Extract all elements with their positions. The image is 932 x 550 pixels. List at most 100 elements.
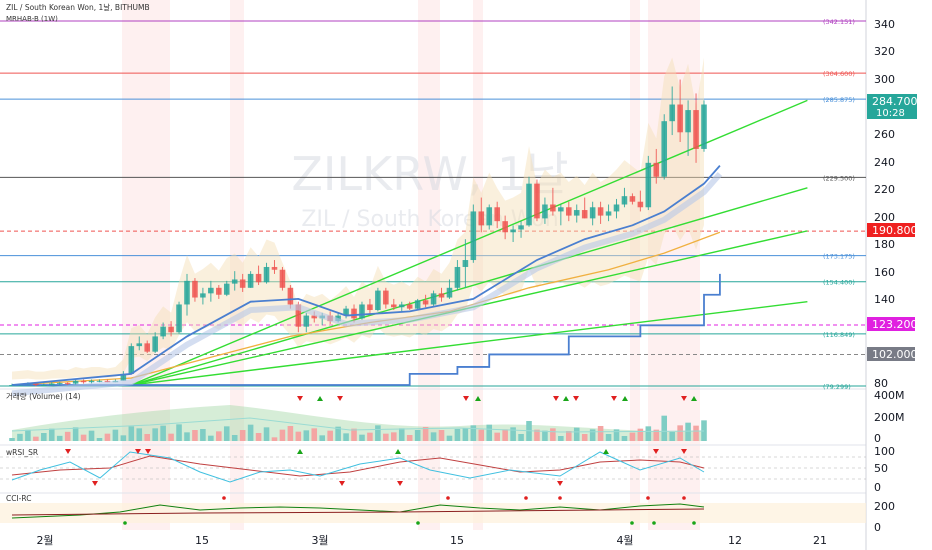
y-tick-label: 140: [874, 293, 895, 306]
x-tick-label: 2월: [36, 534, 53, 547]
candle-body: [311, 315, 318, 319]
candle-body: [136, 343, 143, 347]
candle-body: [558, 207, 564, 212]
volume-bar: [200, 429, 206, 441]
indicator-title: MRHAB-B (1W): [6, 15, 58, 23]
volume-bar: [208, 435, 214, 441]
candle-body: [192, 280, 198, 298]
candle-body: [367, 304, 373, 311]
candle-body: [550, 204, 556, 212]
volume-bar: [550, 428, 556, 441]
wrsi-signal-marker: [135, 449, 141, 454]
cci-signal-dot: [652, 521, 656, 525]
symbol-title: ZIL / South Korean Won, 1날, BITHUMB: [6, 2, 150, 12]
candle-body: [9, 385, 15, 386]
candle-body: [223, 283, 230, 295]
wrsi-tick-label: 100: [874, 445, 895, 458]
candle-body: [581, 210, 588, 219]
volume-bar: [136, 428, 143, 441]
candle-body: [454, 266, 461, 288]
volume-bar: [56, 435, 63, 441]
wrsi-pane-title: wRSI_SR: [6, 448, 38, 457]
highlight-band: [473, 0, 483, 530]
candle-body: [64, 382, 71, 384]
volume-bar: [558, 436, 564, 441]
candle-body: [573, 210, 580, 216]
volume-bar: [120, 435, 127, 441]
volume-bar: [295, 431, 302, 441]
cci-line: [11, 503, 705, 519]
volume-bar: [653, 429, 660, 441]
candle-body: [247, 273, 254, 288]
volume-bar: [589, 429, 596, 441]
candle-body: [693, 110, 699, 149]
candle-body: [343, 308, 349, 316]
volume-bar: [565, 431, 572, 441]
candle-body: [383, 290, 389, 305]
signal-marker: [463, 396, 469, 401]
y-axis[interactable]: 340 320 300 280 260 240 220 200 180 160 …: [874, 18, 905, 534]
volume-bar: [335, 426, 341, 441]
candle-body: [446, 287, 453, 298]
volume-tick-label: 200M: [874, 411, 905, 424]
trend-line: [131, 187, 808, 386]
volume-bar: [414, 430, 421, 441]
volume-bar: [406, 435, 413, 441]
cci-pane: [0, 496, 866, 525]
cci-signal-dot: [222, 496, 226, 500]
volume-bar: [685, 422, 691, 441]
candle-body: [160, 326, 166, 337]
level-badge-102: 102.000: [867, 347, 918, 361]
candle-body: [637, 201, 644, 208]
candle-body: [279, 269, 286, 288]
level-badge-190-text: 190.800: [872, 224, 918, 237]
price-level-label: (342.151): [823, 18, 855, 26]
volume-bar: [391, 432, 397, 441]
candle-body: [438, 293, 445, 298]
candle-body: [359, 304, 365, 319]
candle-body: [120, 373, 127, 381]
y-tick-label: 200: [874, 211, 895, 224]
volume-bar: [677, 425, 683, 441]
volume-bar: [17, 433, 23, 441]
signal-marker: [337, 396, 343, 401]
volume-bar: [446, 435, 453, 441]
volume-bar: [327, 430, 333, 441]
signal-marker: [691, 396, 697, 401]
volume-bar: [383, 433, 389, 441]
highlight-band: [630, 0, 640, 530]
volume-bar: [398, 428, 405, 441]
candle-body: [597, 207, 604, 216]
candle-body: [391, 304, 397, 308]
x-axis[interactable]: 2월 15 3월 15 4월 12 21: [36, 534, 827, 547]
volume-bar: [72, 427, 79, 441]
volume-bar: [184, 432, 190, 441]
candle-body: [88, 380, 95, 383]
level-badge-102-text: 102.000: [872, 348, 918, 361]
candle-body: [430, 293, 437, 305]
cci-tick-label: 200: [874, 500, 895, 513]
candle-body: [565, 207, 572, 216]
volume-bar: [239, 430, 246, 441]
volume-bar: [128, 426, 135, 441]
y-tick-label: 320: [874, 45, 895, 58]
volume-bar: [144, 434, 151, 441]
signal-marker: [317, 396, 323, 401]
level-badge-123: 123.200: [867, 317, 918, 331]
candle-body: [239, 279, 246, 288]
x-tick-label: 3월: [311, 534, 328, 547]
main-pane: [9, 57, 808, 401]
volume-bar: [518, 434, 524, 441]
volume-bar: [303, 430, 310, 441]
volume-bar: [231, 435, 238, 441]
wrsi-signal-marker: [65, 449, 71, 454]
candle-body: [295, 304, 302, 327]
highlight-band: [418, 0, 440, 530]
candle-body: [152, 336, 158, 352]
volume-bar: [661, 415, 668, 441]
candle-body: [398, 304, 405, 308]
candle-body: [661, 121, 668, 177]
volume-bar: [311, 428, 318, 441]
candle-body: [128, 346, 135, 374]
